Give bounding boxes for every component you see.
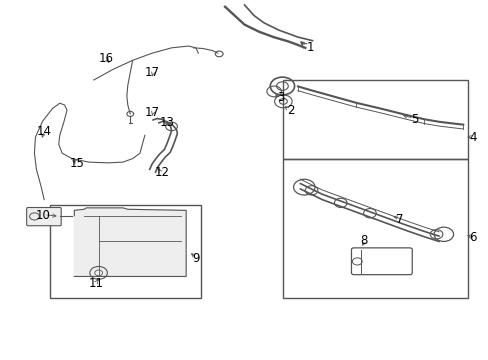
Text: 11: 11 [88,277,103,290]
Text: 4: 4 [468,131,476,144]
Text: 7: 7 [396,213,403,226]
Text: 8: 8 [359,234,366,247]
Text: 12: 12 [154,166,169,179]
Bar [283,80,467,158]
Bar [283,158,467,298]
Bar [50,205,201,298]
Text: 16: 16 [98,52,113,65]
Text: 17: 17 [144,105,159,119]
Polygon shape [74,208,186,276]
Text: 10: 10 [35,209,50,222]
FancyBboxPatch shape [27,207,61,226]
Text: 9: 9 [192,252,199,265]
Text: 5: 5 [410,113,418,126]
Text: 17: 17 [144,66,159,79]
Text: 1: 1 [306,41,313,54]
Text: 6: 6 [468,231,476,244]
Text: 2: 2 [286,104,294,117]
Text: 13: 13 [159,116,174,129]
Text: 15: 15 [69,157,84,170]
Text: 14: 14 [37,125,52,138]
Text: 3: 3 [277,91,284,104]
